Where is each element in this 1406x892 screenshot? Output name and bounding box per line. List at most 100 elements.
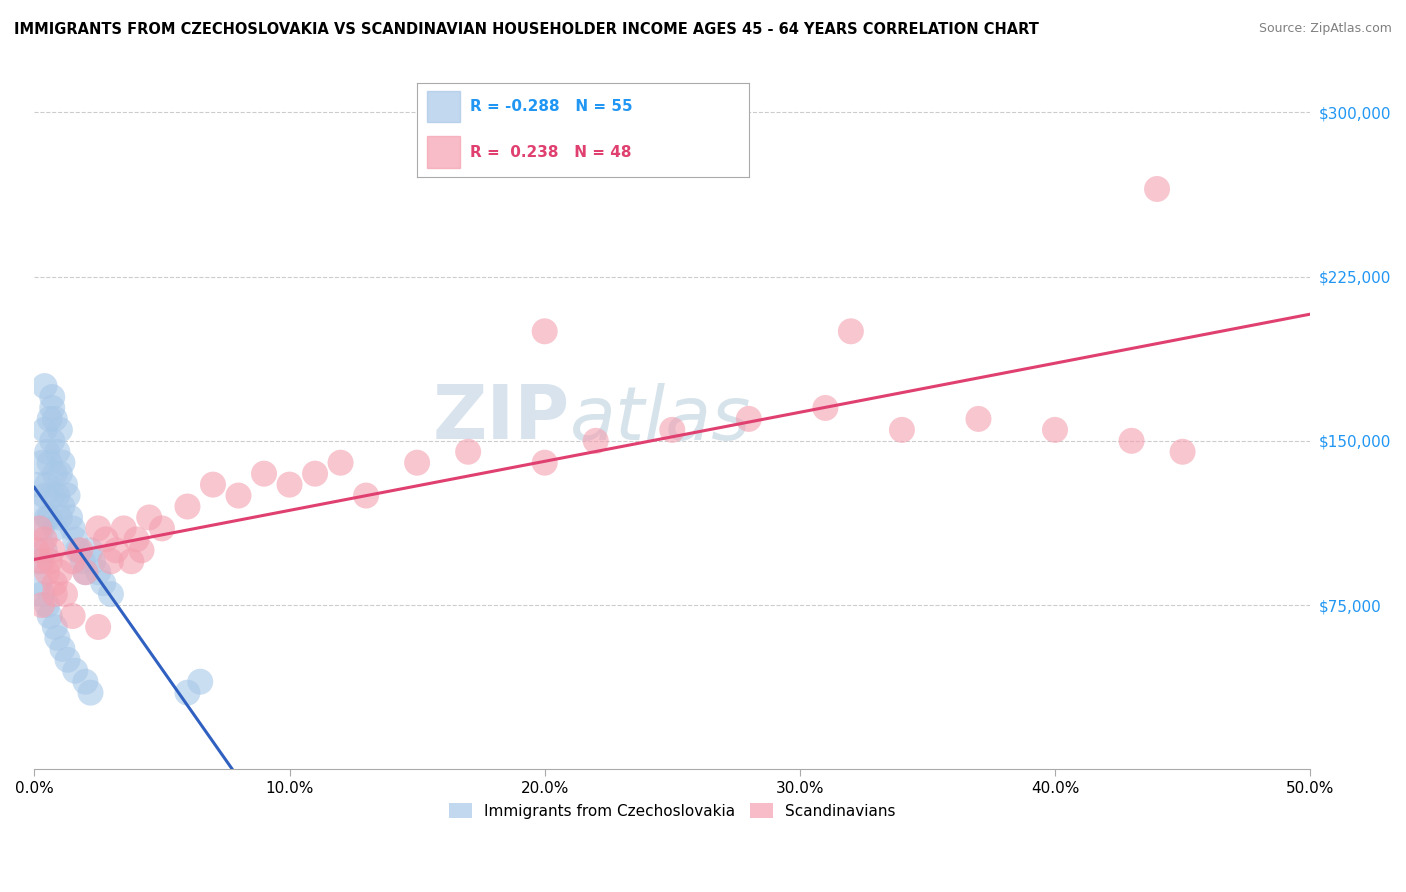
Point [62,609,84,624]
Point [125,533,148,547]
Point [63,664,86,678]
Point [44,521,66,535]
Point [41,434,63,448]
Point [49,510,72,524]
Text: ZIP: ZIP [433,383,571,456]
Point [34,533,56,547]
Point [34,423,56,437]
Point [100,587,122,601]
Point [49,467,72,481]
Point [75,565,97,579]
Point [533,324,555,338]
Point [661,423,683,437]
Point [38,510,60,524]
Point [56,653,79,667]
Point [34,379,56,393]
Point [38,554,60,568]
Point [46,631,69,645]
Point [38,456,60,470]
Point [44,620,66,634]
Point [75,565,97,579]
Point [37,598,59,612]
Point [69,543,91,558]
Point [28,521,51,535]
Point [34,489,56,503]
Point [25,500,48,514]
Point [25,543,48,558]
Point [94,533,117,547]
Point [28,554,51,568]
Point [1043,423,1066,437]
Point [28,477,51,491]
Point [63,533,86,547]
Point [738,412,761,426]
Point [31,456,53,470]
Point [82,554,104,568]
Point [87,620,110,634]
Point [34,543,56,558]
Point [56,489,79,503]
Legend: Immigrants from Czechoslovakia, Scandinavians: Immigrants from Czechoslovakia, Scandina… [443,797,903,825]
Point [51,641,73,656]
Point [66,543,89,558]
Point [31,598,53,612]
Point [105,543,128,558]
Point [51,456,73,470]
Point [890,423,912,437]
Point [585,434,607,448]
Point [37,510,59,524]
Point [1146,182,1168,196]
Point [100,554,122,568]
Point [41,401,63,415]
Point [188,674,211,689]
Point [201,477,224,491]
Point [41,390,63,404]
Point [53,477,76,491]
Point [150,521,173,535]
Point [37,565,59,579]
Point [814,401,837,415]
Point [38,412,60,426]
Point [44,576,66,591]
Point [138,510,160,524]
Point [79,686,101,700]
Point [37,477,59,491]
Point [87,565,110,579]
Point [79,543,101,558]
Point [354,489,377,503]
Point [176,686,198,700]
Point [44,467,66,481]
Point [37,444,59,458]
Point [62,521,84,535]
Point [533,456,555,470]
Point [49,423,72,437]
Text: Source: ZipAtlas.com: Source: ZipAtlas.com [1258,22,1392,36]
Point [304,467,326,481]
Point [38,609,60,624]
Point [46,444,69,458]
Point [31,554,53,568]
Point [1121,434,1143,448]
Point [41,489,63,503]
Point [176,500,198,514]
Point [53,587,76,601]
Point [72,554,94,568]
Point [839,324,862,338]
Point [41,543,63,558]
Point [62,554,84,568]
Point [278,477,301,491]
Point [91,576,114,591]
Point [75,674,97,689]
Point [228,489,250,503]
Point [329,456,352,470]
Point [46,489,69,503]
Point [253,467,276,481]
Point [31,587,53,601]
Point [49,565,72,579]
Point [59,510,82,524]
Point [406,456,429,470]
Point [120,554,142,568]
Text: atlas: atlas [571,383,752,455]
Point [112,521,135,535]
Point [1171,444,1194,458]
